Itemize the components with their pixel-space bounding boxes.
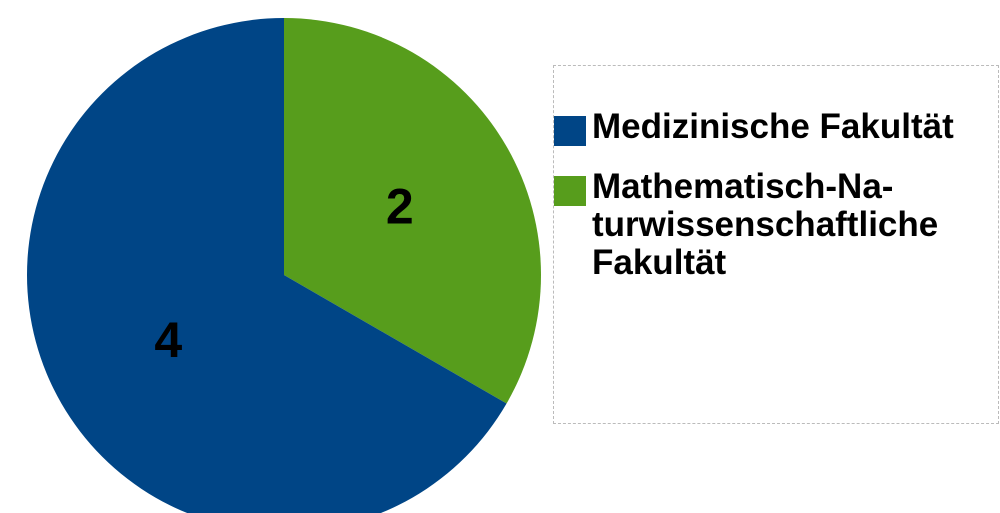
legend-item: Mathematisch-Na­turwissenschaft­liche Fa… — [554, 168, 998, 282]
legend-item: Medizinische Fakul­tät — [554, 108, 998, 146]
legend-label: Mathematisch-Na­turwissenschaft­liche Fa… — [592, 167, 939, 282]
pie-slice — [284, 18, 541, 404]
legend-swatch — [554, 176, 586, 206]
value-label: 4 — [154, 312, 182, 368]
legend: Medizinische Fakul­tät Mathematisch-Na­tu… — [553, 65, 999, 424]
legend-swatch — [554, 116, 586, 146]
pie-slice — [27, 18, 507, 513]
value-label: 2 — [386, 178, 414, 234]
pie-area: 24 — [27, 18, 541, 513]
legend-label: Medizinische Fakul­tät — [592, 107, 954, 146]
